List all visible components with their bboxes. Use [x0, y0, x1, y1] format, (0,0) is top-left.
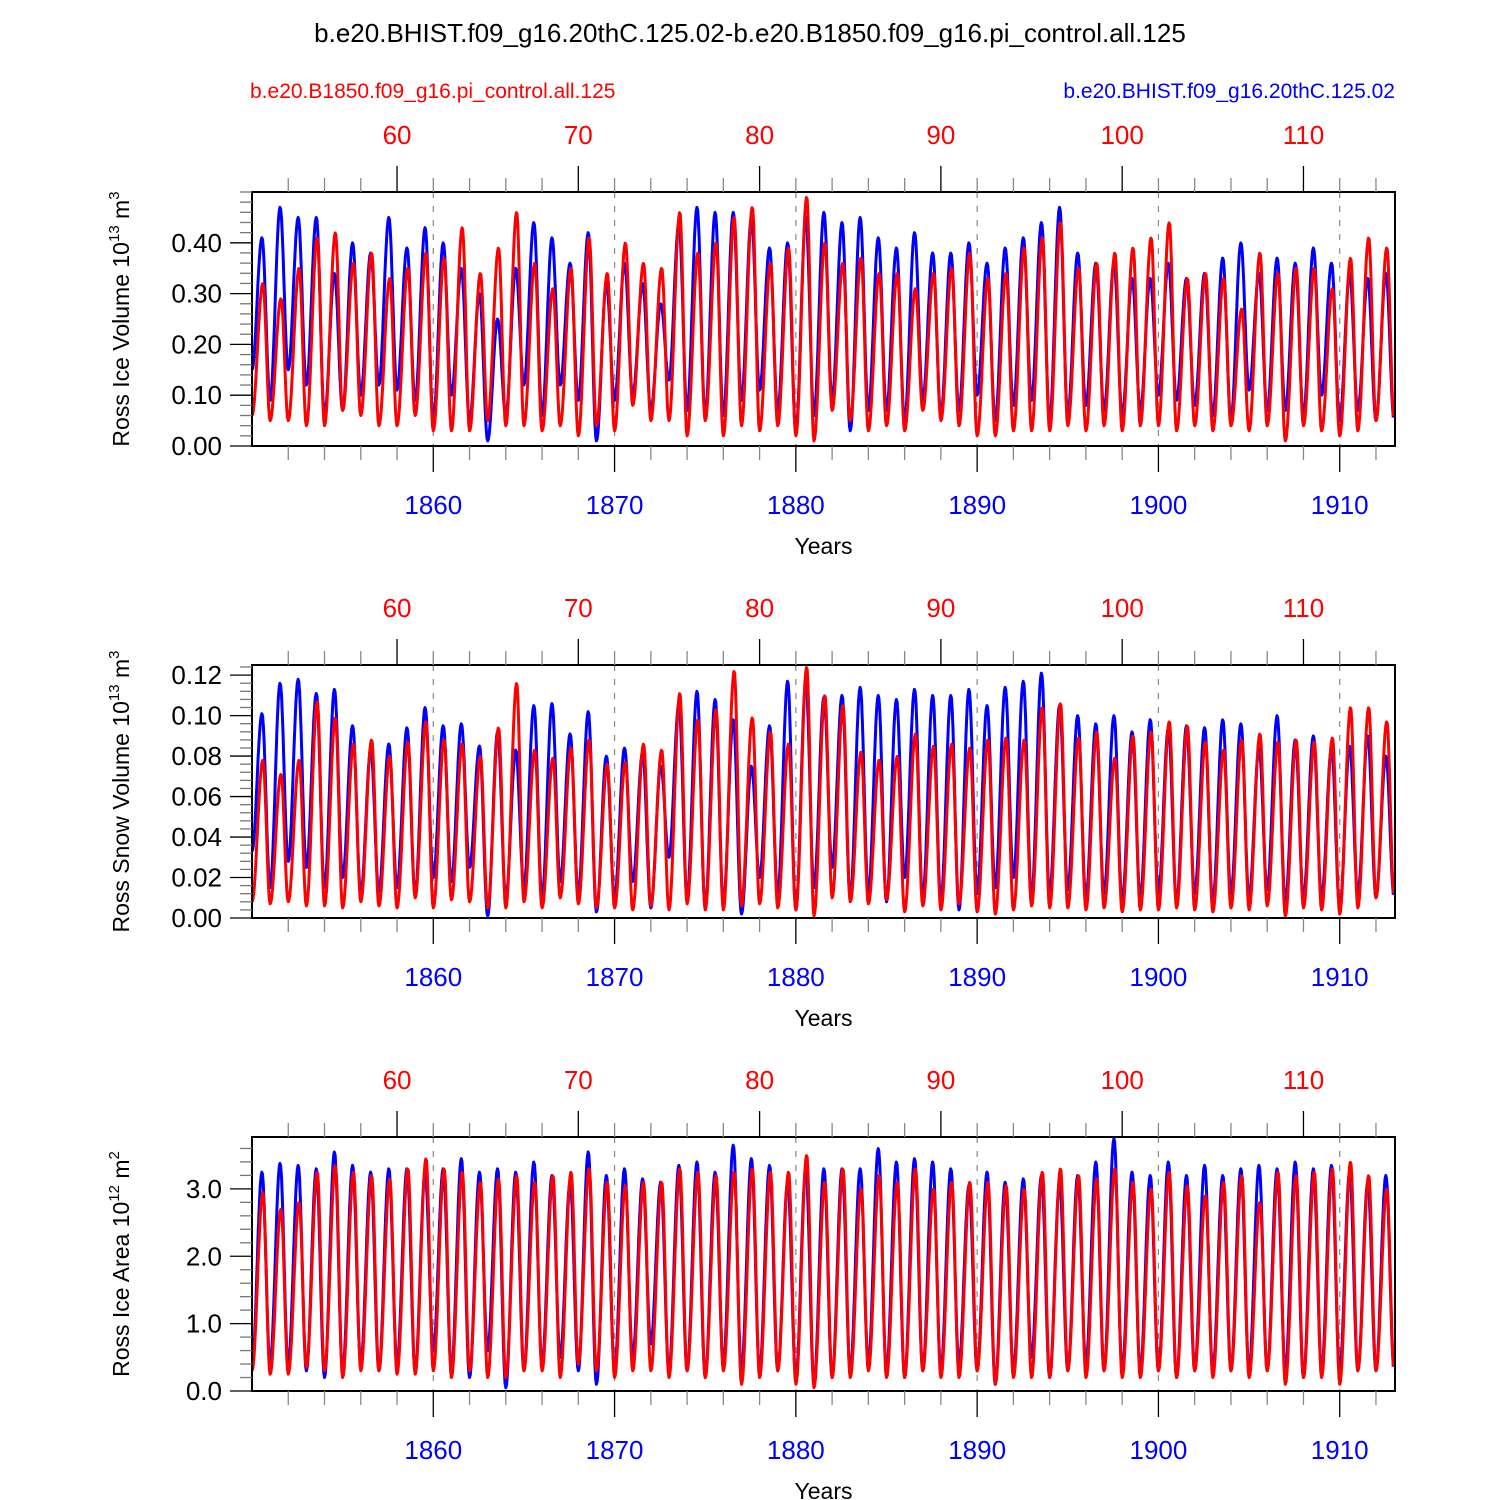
x-top-tick-label: 60 [383, 593, 412, 623]
x-bottom-tick-label: 1910 [1311, 490, 1369, 520]
x-bottom-tick-label: 1890 [948, 962, 1006, 992]
x-axis-label: Years [795, 1005, 853, 1031]
y-tick-label: 0.04 [171, 822, 222, 852]
y-axis-label: Ross Snow Volume 1013 m3 [106, 651, 134, 933]
y-tick-label: 0.08 [171, 741, 222, 771]
chart-title: b.e20.BHIST.f09_g16.20thC.125.02-b.e20.B… [314, 18, 1186, 48]
y-tick-label: 0.00 [171, 431, 222, 461]
legend-control-run: b.e20.B1850.f09_g16.pi_control.all.125 [250, 80, 616, 103]
y-tick-label: 3.0 [186, 1174, 222, 1204]
x-bottom-tick-label: 1860 [404, 1435, 462, 1465]
x-top-tick-label: 90 [926, 120, 955, 150]
x-top-tick-label: 90 [926, 593, 955, 623]
x-bottom-tick-label: 1900 [1130, 962, 1188, 992]
legend-historical-run: b.e20.BHIST.f09_g16.20thC.125.02 [1063, 80, 1395, 103]
series-control-line [252, 1154, 1395, 1390]
panel-3: 0.0 1.0 2.0 3.0 1860 1870 1880 1890 1900 1910 Year… [106, 1065, 1396, 1500]
series-control-line [252, 666, 1395, 918]
x-top-tick-label: 110 [1283, 593, 1324, 623]
x-bottom-tick-label: 1890 [948, 490, 1006, 520]
x-bottom-tick-label: 1870 [586, 962, 644, 992]
y-tick-label: 0.00 [171, 903, 222, 933]
panel-2: 0.00 0.02 0.04 0.06 0.08 0.10 0.12 1860 1870 1880… [106, 593, 1396, 1031]
x-bottom-tick-label: 1870 [586, 490, 644, 520]
y-tick-label: 0.20 [171, 329, 222, 359]
y-tick-label: 0.02 [171, 863, 222, 893]
plot-frame [251, 1136, 1396, 1392]
y-axis-label: Ross Ice Area 1012 m2 [106, 1151, 134, 1377]
y-tick-label: 2.0 [186, 1241, 222, 1271]
x-bottom-tick-label: 1880 [767, 1435, 825, 1465]
y-axis-label: Ross Ice Volume 1013 m3 [106, 191, 134, 446]
y-tick-label: 0.30 [171, 279, 222, 309]
x-bottom-tick-label: 1880 [767, 962, 825, 992]
x-bottom-tick-label: 1860 [404, 490, 462, 520]
panel-1: 0.00 0.10 0.20 0.30 0.40 1860 1870 1880 1890 1900… [106, 120, 1396, 559]
x-bottom-tick-label: 1900 [1130, 490, 1188, 520]
x-top-tick-label: 70 [564, 120, 593, 150]
y-tick-label: 0.0 [186, 1376, 222, 1406]
x-bottom-tick-label: 1860 [404, 962, 462, 992]
x-top-tick-label: 110 [1283, 1065, 1324, 1095]
x-top-tick-label: 80 [745, 120, 774, 150]
x-top-tick-label: 110 [1283, 120, 1324, 150]
x-top-tick-label: 100 [1100, 1065, 1143, 1095]
x-bottom-tick-label: 1870 [586, 1435, 644, 1465]
x-axis-label: Years [795, 1478, 853, 1500]
x-top-tick-label: 100 [1100, 120, 1143, 150]
x-top-tick-label: 60 [383, 1065, 412, 1095]
x-top-tick-label: 60 [383, 120, 412, 150]
y-tick-label: 0.40 [171, 228, 222, 258]
series-control-line [252, 196, 1395, 443]
x-top-tick-label: 70 [564, 593, 593, 623]
x-bottom-tick-label: 1890 [948, 1435, 1006, 1465]
y-tick-label: 0.10 [171, 380, 222, 410]
x-axis-label: Years [795, 533, 853, 559]
x-top-tick-label: 80 [745, 1065, 774, 1095]
y-tick-label: 1.0 [186, 1309, 222, 1339]
x-top-tick-label: 100 [1100, 593, 1143, 623]
x-top-tick-label: 70 [564, 1065, 593, 1095]
y-tick-label: 0.10 [171, 701, 222, 731]
x-bottom-tick-label: 1900 [1130, 1435, 1188, 1465]
y-tick-label: 0.06 [171, 782, 222, 812]
plot-frame [251, 191, 1396, 447]
series-historical-line [252, 205, 1395, 443]
x-bottom-tick-label: 1910 [1311, 962, 1369, 992]
plot-frame [251, 664, 1396, 919]
x-top-tick-label: 90 [926, 1065, 955, 1095]
x-bottom-tick-label: 1880 [767, 490, 825, 520]
x-top-tick-label: 80 [745, 593, 774, 623]
x-bottom-tick-label: 1910 [1311, 1435, 1369, 1465]
y-tick-label: 0.12 [171, 660, 222, 690]
